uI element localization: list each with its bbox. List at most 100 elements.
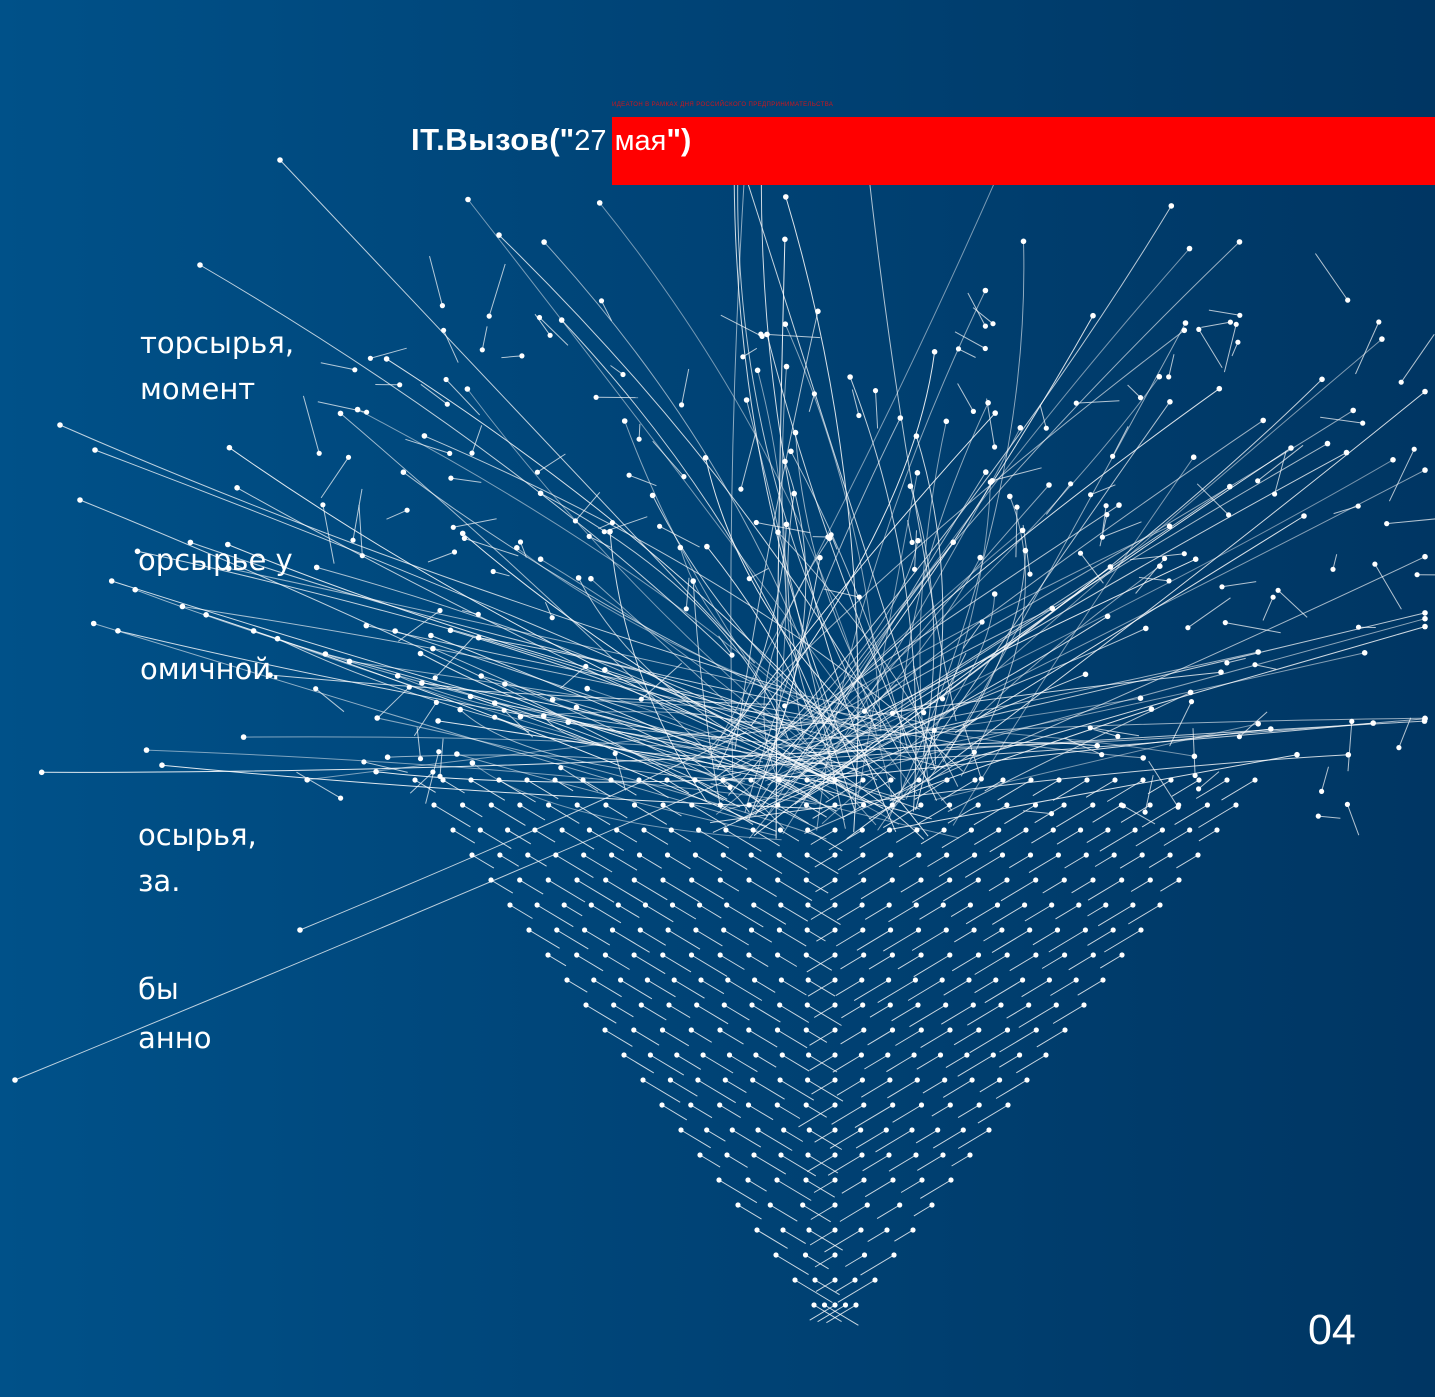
network-node — [421, 433, 428, 439]
network-strand — [757, 1129, 793, 1151]
network-strand — [967, 1004, 1002, 1026]
network-strand — [806, 954, 836, 973]
network-node — [888, 777, 894, 783]
network-strand — [1135, 829, 1163, 847]
network-node — [1022, 902, 1028, 908]
network-strand — [954, 331, 986, 349]
network-strand — [243, 736, 741, 752]
network-node — [888, 927, 894, 933]
network-node — [450, 827, 456, 833]
network-node — [226, 444, 233, 451]
network-strand — [752, 1079, 785, 1100]
network-node — [1376, 319, 1382, 325]
network-node — [574, 877, 580, 883]
network-strand — [992, 467, 1042, 482]
network-node — [1020, 238, 1027, 245]
network-node — [582, 927, 588, 933]
network-node — [1181, 551, 1187, 557]
network-strand — [776, 1179, 812, 1201]
network-node — [982, 323, 989, 329]
network-strand — [352, 488, 363, 541]
network-node — [803, 1027, 809, 1033]
network-node — [805, 1152, 811, 1158]
network-strand — [920, 1029, 951, 1049]
network-node — [1033, 877, 1039, 883]
network-strand — [416, 727, 421, 759]
network-strand — [853, 979, 889, 1002]
network-node — [608, 777, 614, 783]
network-node — [1056, 777, 1062, 783]
network-strand — [1106, 779, 1144, 802]
network-node — [692, 852, 699, 858]
network-node — [1105, 827, 1111, 833]
open-quote: (" — [549, 122, 575, 157]
network-node — [748, 777, 754, 783]
network-strand — [690, 1104, 713, 1119]
network-strand — [807, 1079, 844, 1102]
network-node — [580, 777, 586, 783]
network-strand — [712, 504, 1120, 781]
close-quote: ") — [666, 122, 692, 157]
network-strand — [376, 686, 410, 720]
network-node — [277, 157, 283, 163]
network-node — [90, 620, 97, 627]
network-node — [758, 331, 764, 337]
network-strand — [582, 779, 611, 798]
network-node — [740, 354, 746, 360]
network-strand — [835, 1279, 856, 1293]
network-node — [1053, 1002, 1059, 1008]
network-strand — [634, 879, 668, 901]
network-node — [611, 1002, 617, 1008]
network-strand — [779, 1079, 815, 1101]
network-strand — [941, 1004, 974, 1025]
network-node — [431, 802, 437, 808]
network-strand — [547, 954, 567, 967]
network-strand — [867, 1229, 888, 1243]
network-node — [735, 1202, 741, 1208]
network-strand — [817, 1304, 846, 1323]
network-strand — [1148, 854, 1171, 869]
network-strand — [471, 425, 483, 454]
network-node — [704, 543, 710, 550]
network-strand — [618, 904, 640, 919]
network-strand — [757, 443, 1328, 808]
network-node — [437, 773, 443, 780]
network-node — [752, 977, 758, 983]
network-node — [967, 1152, 973, 1158]
network-node — [914, 470, 921, 476]
network-node — [913, 1152, 919, 1158]
network-node — [541, 239, 547, 245]
network-node — [889, 710, 896, 716]
network-node — [696, 827, 702, 833]
network-node — [674, 1052, 680, 1058]
network-node — [783, 194, 789, 200]
network-strand — [464, 537, 519, 557]
network-node — [804, 852, 810, 858]
network-strand — [307, 719, 825, 781]
network-strand — [498, 779, 536, 803]
network-node — [1159, 827, 1165, 833]
network-node — [534, 902, 540, 908]
network-node — [803, 802, 810, 808]
network-node — [1190, 454, 1197, 461]
network-strand — [891, 779, 920, 798]
network-strand — [697, 1079, 736, 1104]
network-strand — [370, 347, 407, 359]
network-node — [637, 927, 643, 933]
network-node — [659, 1027, 666, 1033]
network-strand — [919, 727, 1144, 759]
network-strand — [1041, 954, 1065, 969]
network-strand — [942, 652, 967, 700]
network-node — [1000, 777, 1006, 783]
network-strand — [1099, 829, 1136, 852]
network-node — [751, 902, 757, 908]
network-strand — [1023, 810, 1052, 815]
network-strand — [864, 683, 898, 712]
network-node — [534, 469, 541, 475]
network-node — [492, 714, 498, 720]
network-node — [1099, 534, 1105, 540]
network-strand — [802, 1204, 831, 1223]
network-strand — [680, 1129, 711, 1149]
network-node — [921, 710, 927, 716]
network-node — [1255, 721, 1261, 727]
